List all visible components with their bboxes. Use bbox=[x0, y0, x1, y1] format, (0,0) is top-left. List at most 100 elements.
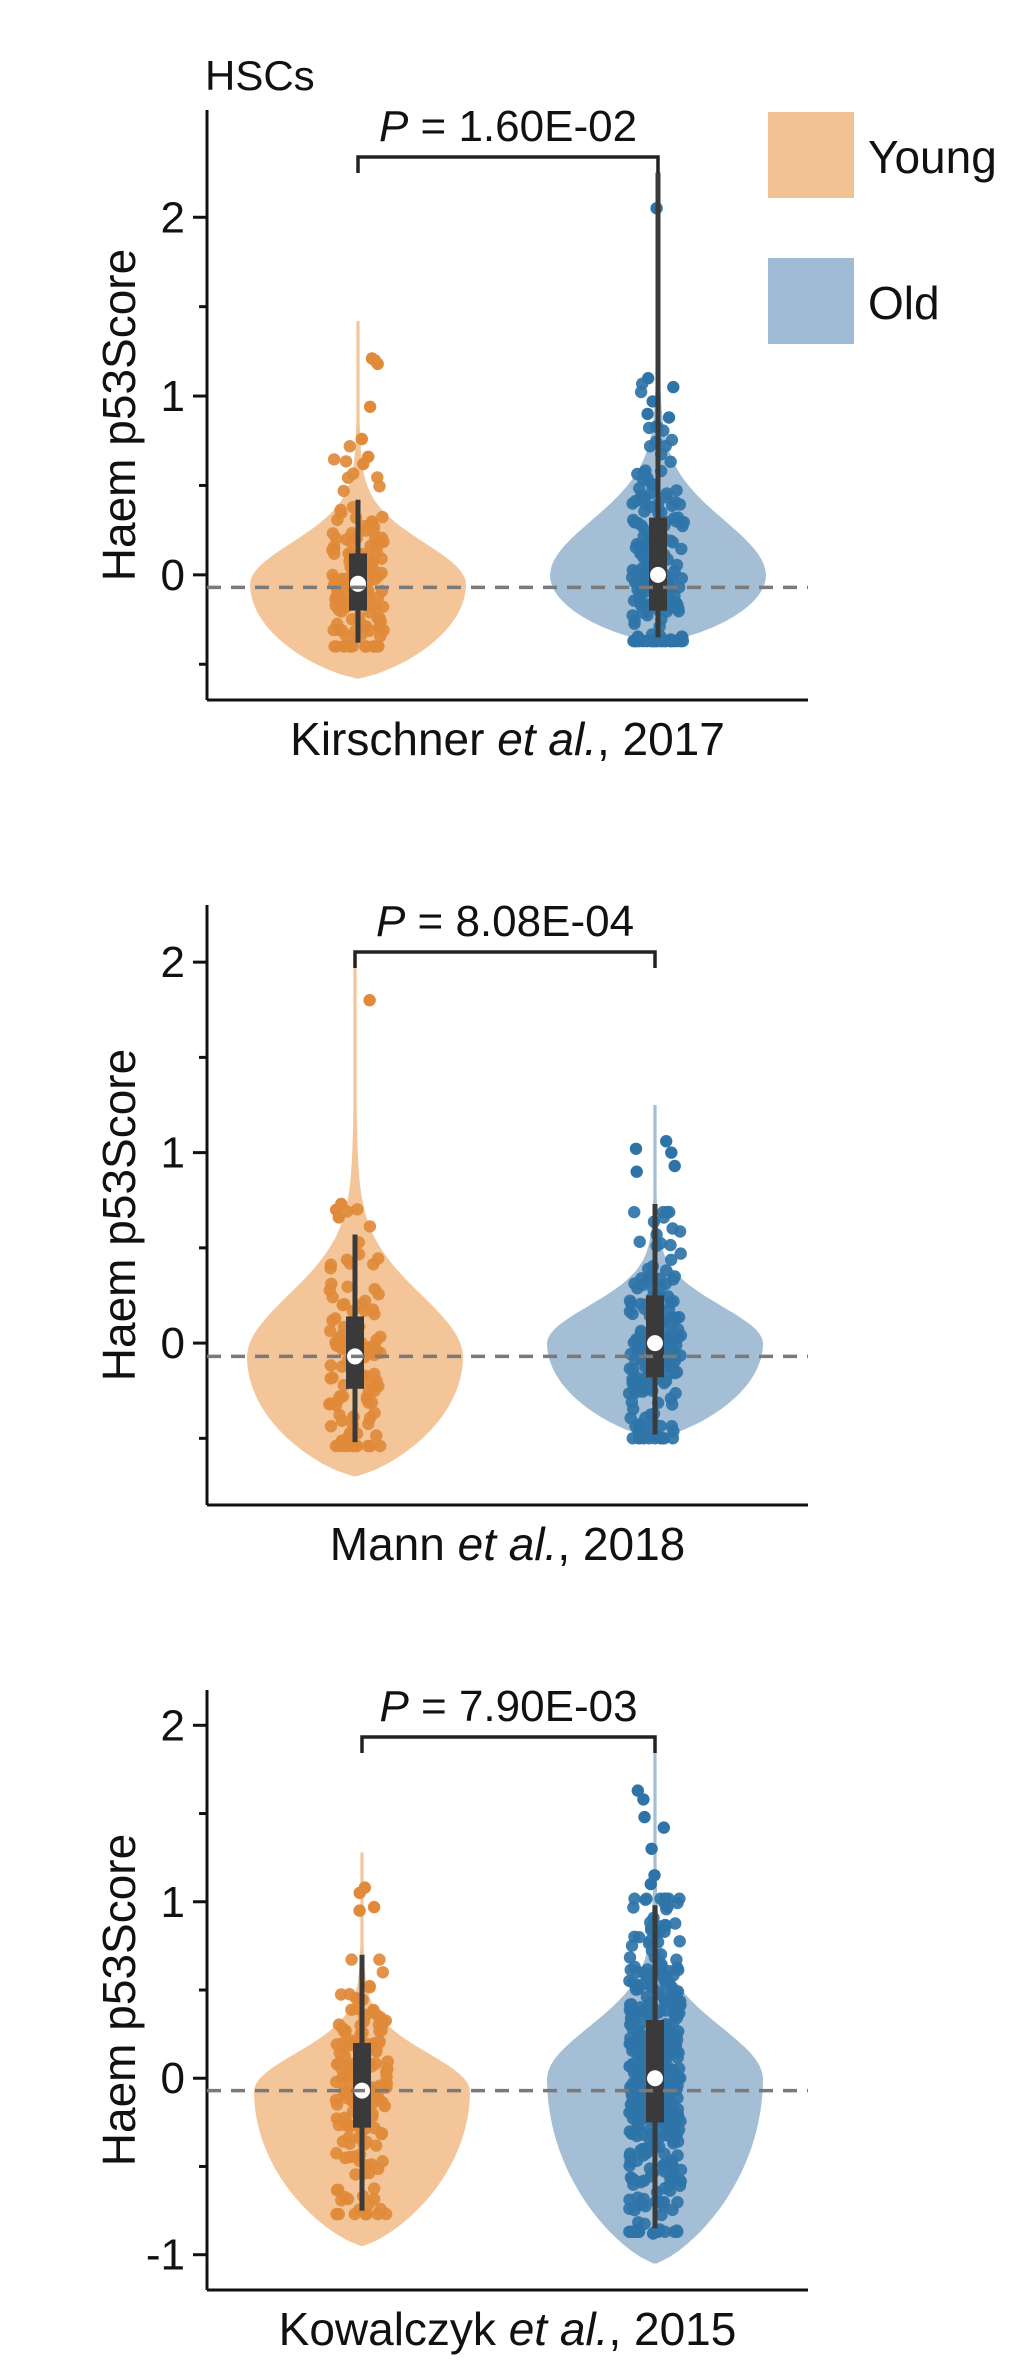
data-point bbox=[665, 1254, 677, 1266]
outlier-point bbox=[660, 1135, 672, 1147]
data-point bbox=[342, 2193, 354, 2205]
data-point bbox=[672, 1998, 684, 2010]
data-point bbox=[371, 545, 383, 557]
data-point bbox=[363, 1385, 375, 1397]
group-young bbox=[250, 321, 466, 679]
data-point bbox=[636, 562, 648, 574]
legend-swatch-young bbox=[768, 112, 854, 198]
data-point bbox=[634, 2063, 646, 2075]
data-point bbox=[333, 2119, 345, 2131]
outlier-point bbox=[357, 458, 369, 470]
data-point bbox=[330, 2094, 342, 2106]
group-old bbox=[547, 1752, 763, 2264]
data-point bbox=[364, 1220, 376, 1232]
data-point bbox=[631, 2130, 643, 2142]
data-point bbox=[668, 590, 680, 602]
data-point bbox=[372, 2208, 384, 2220]
data-point bbox=[660, 1264, 672, 1276]
data-point bbox=[368, 640, 380, 652]
outlier-point bbox=[638, 1811, 650, 1823]
data-point bbox=[626, 1308, 638, 1320]
outlier-point bbox=[667, 381, 679, 393]
data-point bbox=[342, 472, 354, 484]
median-marker bbox=[650, 567, 666, 583]
data-point bbox=[369, 1343, 381, 1355]
data-point bbox=[372, 1288, 384, 1300]
data-point bbox=[376, 511, 388, 523]
data-point bbox=[336, 1415, 348, 1427]
data-point bbox=[674, 2180, 686, 2192]
data-point bbox=[635, 1325, 647, 1337]
data-point bbox=[373, 569, 385, 581]
data-point bbox=[338, 1298, 350, 1310]
x-label-author: Mann bbox=[330, 1518, 458, 1570]
data-point bbox=[362, 1440, 374, 1452]
data-point bbox=[628, 1206, 640, 1218]
data-point bbox=[664, 635, 676, 647]
data-point bbox=[367, 1258, 379, 1270]
data-point bbox=[666, 500, 678, 512]
outlier-point bbox=[368, 1901, 380, 1913]
data-point bbox=[345, 2004, 357, 2016]
data-point bbox=[343, 640, 355, 652]
median-marker bbox=[647, 2070, 663, 2086]
outlier-point bbox=[356, 433, 368, 445]
data-point bbox=[337, 1390, 349, 1402]
data-point bbox=[368, 521, 380, 533]
data-point bbox=[664, 1367, 676, 1379]
data-point bbox=[626, 1377, 638, 1389]
data-point bbox=[376, 2096, 388, 2108]
significance-bracket bbox=[355, 952, 655, 968]
p-value-text: = 1.60E-02 bbox=[408, 102, 637, 151]
data-point bbox=[667, 1425, 679, 1437]
data-point bbox=[671, 2196, 683, 2208]
data-point bbox=[363, 1981, 375, 1993]
chart-panel-mann: 012Haem p53ScoreMann et al., 2018P = 8.0… bbox=[93, 897, 808, 1570]
data-point bbox=[327, 527, 339, 539]
data-point bbox=[340, 533, 352, 545]
data-point bbox=[625, 2012, 637, 2024]
data-point bbox=[372, 612, 384, 624]
outlier-point bbox=[665, 1146, 677, 1158]
y-tick-label: 2 bbox=[161, 938, 185, 987]
data-point bbox=[340, 455, 352, 467]
data-point bbox=[335, 1435, 347, 1447]
group-old bbox=[550, 173, 766, 648]
outlier-point bbox=[333, 1211, 345, 1223]
legend-swatch-old bbox=[768, 258, 854, 344]
data-point bbox=[656, 1432, 668, 1444]
data-point bbox=[659, 1893, 671, 1905]
data-point bbox=[668, 2078, 680, 2090]
data-point bbox=[638, 505, 650, 517]
data-point bbox=[626, 571, 638, 583]
data-point bbox=[330, 2208, 342, 2220]
data-point bbox=[342, 1281, 354, 1293]
data-point bbox=[325, 1372, 337, 1384]
data-point bbox=[381, 2063, 393, 2075]
outlier-point bbox=[647, 2227, 659, 2239]
y-tick-label: 1 bbox=[161, 1878, 185, 1927]
iqr-box bbox=[649, 518, 667, 611]
y-tick-label: 0 bbox=[161, 2054, 185, 2103]
data-point bbox=[626, 609, 638, 621]
data-point bbox=[337, 2023, 349, 2035]
legend-label-old: Old bbox=[868, 277, 940, 329]
outlier-point bbox=[353, 1904, 365, 1916]
data-point bbox=[375, 2128, 387, 2140]
data-point bbox=[367, 2005, 379, 2017]
x-label-author: Kirschner bbox=[290, 713, 497, 765]
data-point bbox=[634, 1236, 646, 1248]
data-point bbox=[663, 1206, 675, 1218]
y-axis-label: Haem p53Score bbox=[93, 1834, 145, 2166]
data-point bbox=[634, 596, 646, 608]
data-point bbox=[626, 2045, 638, 2057]
x-label-etal: et al. bbox=[509, 2303, 609, 2355]
y-tick-label: 1 bbox=[161, 372, 185, 421]
data-point bbox=[677, 635, 689, 647]
outlier-point bbox=[642, 372, 654, 384]
data-point bbox=[349, 2208, 361, 2220]
y-tick-label: 0 bbox=[161, 1319, 185, 1368]
data-point bbox=[363, 2167, 375, 2179]
significance-bracket bbox=[362, 1737, 655, 1753]
data-point bbox=[362, 1418, 374, 1430]
